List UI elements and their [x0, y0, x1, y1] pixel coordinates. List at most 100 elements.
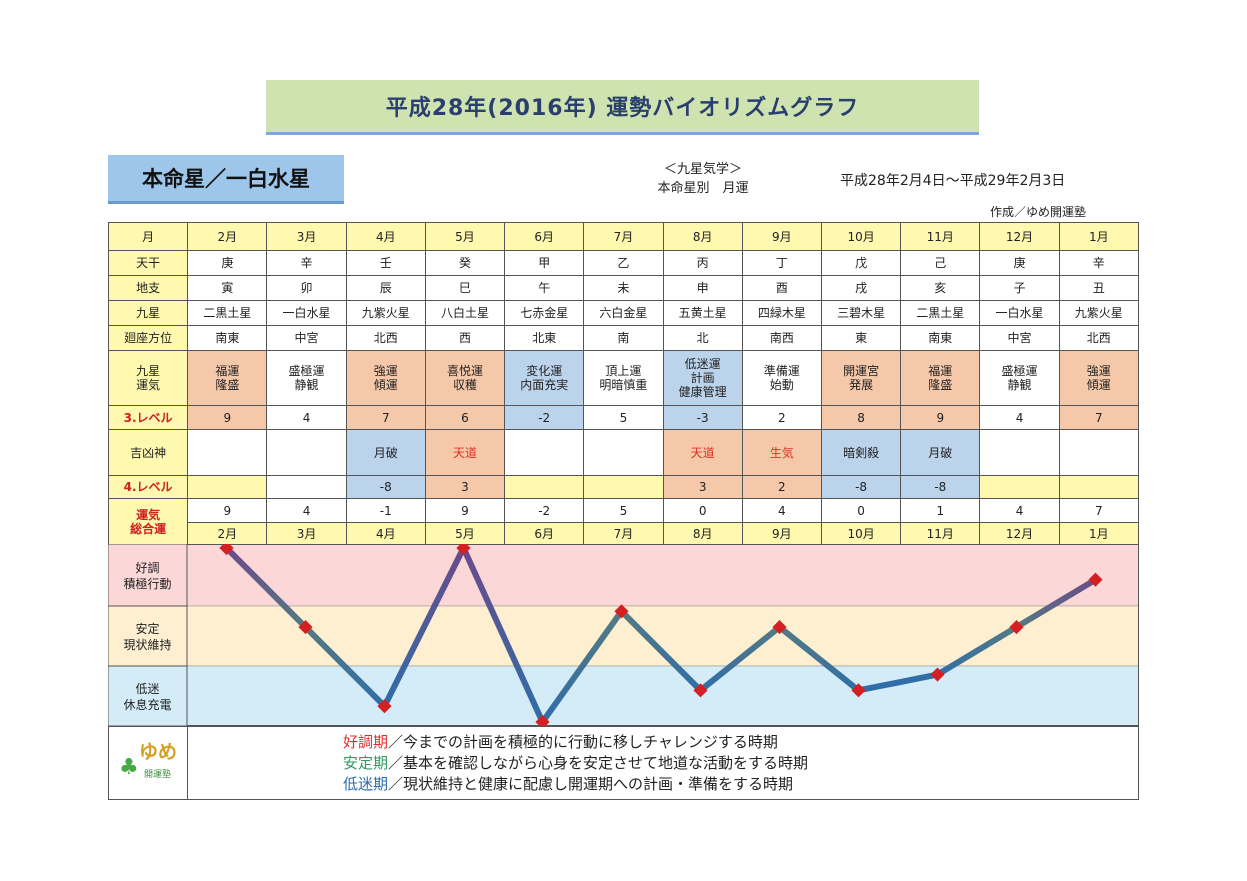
legend-low-head: 低迷期 — [343, 775, 389, 793]
data-point-11月 — [930, 667, 945, 682]
row-month: 月 2月 3月 4月 5月 6月 7月 8月 9月 10月 11月 12月 1月 — [107, 222, 1140, 251]
zahoui-cell-4: 西 — [424, 325, 506, 351]
logo-text: ゆめ — [139, 741, 178, 763]
legend-good-text: ／今までの計画を積極的に行動に移しチャレンジする時期 — [388, 733, 778, 751]
sogo-cell-5: -2 — [504, 498, 585, 523]
row-level4: 4.レベル -8 3 3 2 -8 -8 — [107, 475, 1140, 499]
series-segment-9 — [855, 671, 941, 694]
series-segment-7 — [697, 624, 783, 694]
sogo-cell-1: 9 — [187, 498, 268, 523]
level3-cell-3: 7 — [345, 405, 426, 430]
band-label-bg-1 — [108, 544, 188, 607]
zahoui-cell-5: 北東 — [504, 325, 585, 351]
kikkyo-cell-2 — [266, 429, 347, 476]
months-cell-5: 6月 — [504, 522, 585, 545]
level4-cell-5 — [504, 475, 585, 499]
legend-lines: 好調期／今までの計画を積極的に行動に移しチャレンジする時期 安定期／基本を確認し… — [343, 732, 808, 795]
row-label-month: 月 — [107, 222, 189, 251]
unki-cell-10: 福運 隆盛 — [900, 350, 981, 406]
tenkan-cell-6: 乙 — [583, 250, 664, 276]
zahoui-cell-7: 北 — [662, 325, 743, 351]
kikkyo-cell-1 — [187, 429, 268, 476]
legend-stable: 安定期／基本を確認しながら心身を安定させて地道な活動をする時期 — [343, 753, 808, 774]
level4-cell-10: -8 — [900, 475, 981, 499]
band-3 — [186, 665, 1139, 726]
months-cell-12: 1月 — [1058, 522, 1140, 545]
level3-cell-5: -2 — [504, 405, 585, 430]
zahoui-cell-1: 南東 — [187, 325, 268, 351]
sogo-cell-4: 9 — [424, 498, 506, 523]
row-kikkyo: 吉凶神 月破 天道 天道 生気 暗剣殺 月破 — [107, 429, 1140, 476]
band-label-bg-3 — [108, 665, 188, 726]
series-segment-6 — [618, 608, 704, 694]
kyusei-cell-6: 六白金星 — [583, 300, 664, 326]
kyusei-cell-8: 四緑木星 — [741, 300, 822, 326]
series-segment-10 — [934, 624, 1020, 678]
months-cell-11: 12月 — [979, 222, 1060, 251]
chishi-cell-3: 辰 — [345, 275, 426, 301]
months-cell-1: 2月 — [187, 522, 268, 545]
row-label-tenkan: 天干 — [107, 250, 189, 276]
unki-cell-12: 強運 傾運 — [1058, 350, 1140, 406]
row-tenkan: 天干 庚辛壬癸甲乙丙丁戊己庚辛 — [107, 250, 1140, 276]
zahoui-cell-10: 南東 — [900, 325, 981, 351]
kikkyo-cell-12 — [1058, 429, 1140, 476]
months-cell-4: 5月 — [424, 222, 506, 251]
tenkan-cell-4: 癸 — [424, 250, 506, 276]
level4-cell-6 — [583, 475, 664, 499]
level3-cell-4: 6 — [424, 405, 506, 430]
months-cell-9: 10月 — [820, 222, 902, 251]
level3-cell-1: 9 — [187, 405, 268, 430]
kikkyo-cell-8: 生気 — [741, 429, 822, 476]
subtitle-getsuun: 本命星別 月運 — [657, 181, 749, 196]
kyusei-cell-9: 三碧木星 — [820, 300, 902, 326]
level4-cell-12 — [1058, 475, 1140, 499]
logo-subtext: 開運塾 — [144, 770, 172, 780]
row-kyusei: 九星 二黒土星 一白水星 九紫火星 八白土星 七赤金星 六白金星 五黄土星 四緑木星 三碧木星二… — [107, 300, 1140, 326]
months-cell-8: 9月 — [741, 222, 822, 251]
row-label-level4: 4.レベル — [107, 475, 189, 499]
kikkyo-cell-4: 天道 — [424, 429, 506, 476]
zahoui-cell-11: 中宮 — [979, 325, 1060, 351]
chishi-cell-11: 子 — [979, 275, 1060, 301]
kyusei-cell-1: 二黒土星 — [187, 300, 268, 326]
fortune-table: 月 2月 3月 4月 5月 6月 7月 8月 9月 10月 11月 12月 1月 天干 庚辛壬癸甲乙丙… — [107, 222, 1140, 545]
legend-low-text: ／現状維持と健康に配慮し開運期への計画・準備をする時期 — [388, 775, 794, 793]
level3-cell-12: 7 — [1058, 405, 1140, 430]
tenkan-cell-8: 丁 — [741, 250, 822, 276]
logo: ♣ ゆめ 開運塾 — [109, 727, 188, 799]
months-cell-6: 7月 — [583, 522, 664, 545]
tenkan-cell-12: 辛 — [1058, 250, 1140, 276]
chishi-cell-12: 丑 — [1058, 275, 1140, 301]
kikkyo-cell-5 — [504, 429, 585, 476]
data-point-1月 — [1088, 572, 1103, 587]
months-cell-2: 3月 — [266, 522, 347, 545]
data-point-4月 — [377, 699, 392, 714]
unki-cell-1: 福運 隆盛 — [187, 350, 268, 406]
tenkan-cell-2: 辛 — [266, 250, 347, 276]
chishi-cell-6: 未 — [583, 275, 664, 301]
months-cell-2: 3月 — [266, 222, 347, 251]
chishi-cell-1: 寅 — [187, 275, 268, 301]
level4-cell-4: 3 — [424, 475, 506, 499]
level4-cell-8: 2 — [741, 475, 822, 499]
sogo-cell-8: 4 — [741, 498, 822, 523]
chishi-cell-10: 亥 — [900, 275, 981, 301]
level3-cell-11: 4 — [979, 405, 1060, 430]
months-cell-8: 9月 — [741, 522, 822, 545]
months-cell-11: 12月 — [979, 522, 1060, 545]
kikkyo-cell-9: 暗剣殺 — [820, 429, 902, 476]
tenkan-cell-7: 丙 — [662, 250, 743, 276]
series-segment-8 — [776, 624, 862, 694]
band-1 — [186, 544, 1139, 607]
unki-cell-8: 準備運 始動 — [741, 350, 822, 406]
months-cell-7: 8月 — [662, 222, 743, 251]
legend-stable-head: 安定期 — [343, 754, 389, 772]
level3-cell-8: 2 — [741, 405, 822, 430]
kyusei-cell-4: 八白土星 — [424, 300, 506, 326]
zahoui-cell-9: 東 — [820, 325, 902, 351]
unki-cell-2: 盛極運 静観 — [266, 350, 347, 406]
months-cell-10: 11月 — [900, 522, 981, 545]
subtitle-kyusei: ＜九星気学＞ — [663, 162, 742, 177]
series-segment-4 — [460, 545, 546, 725]
